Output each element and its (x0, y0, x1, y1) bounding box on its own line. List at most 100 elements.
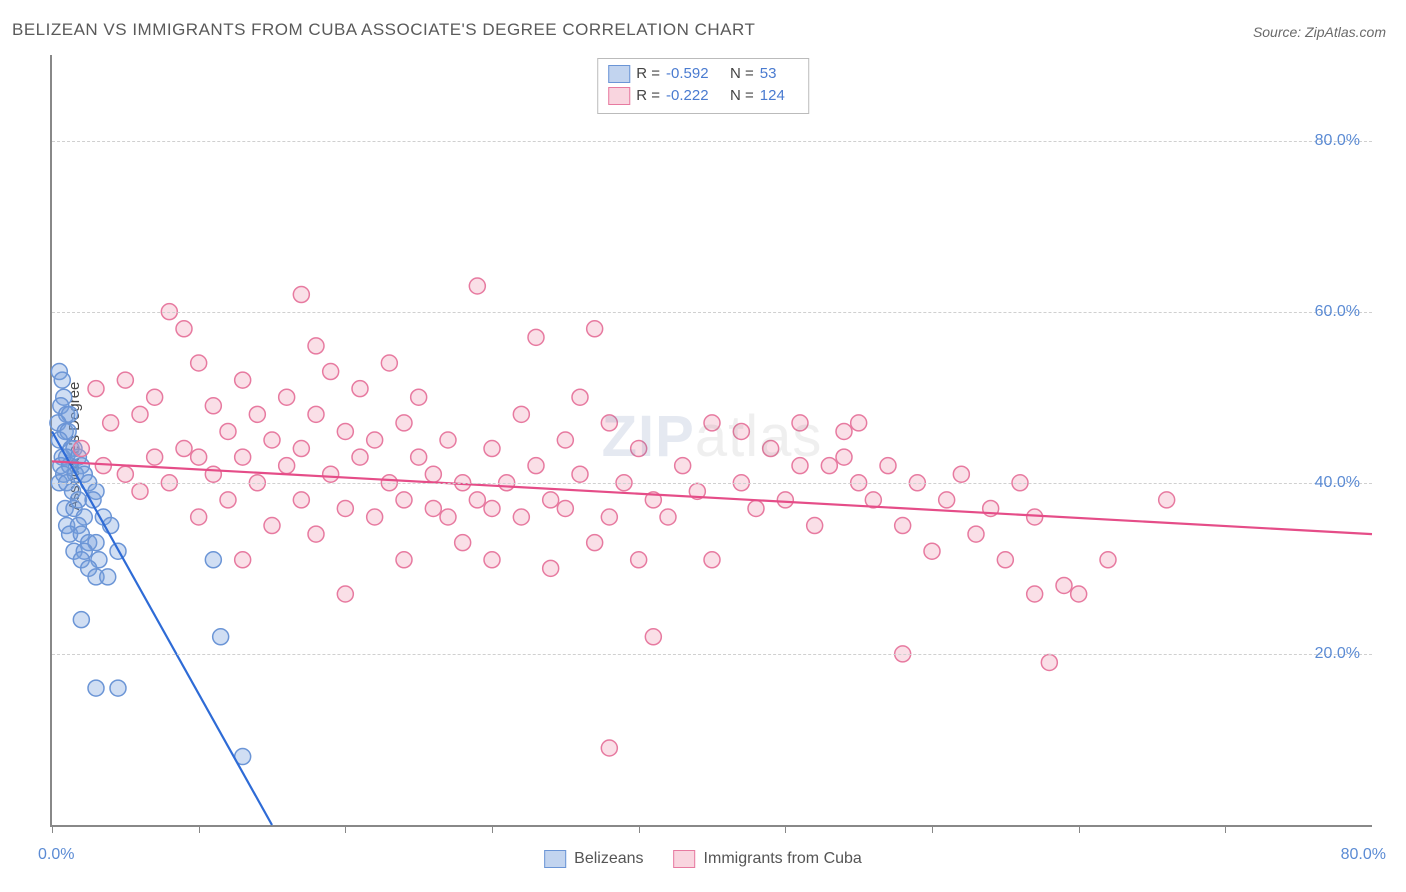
data-point (367, 432, 383, 448)
data-point (748, 500, 764, 516)
data-point (601, 415, 617, 431)
data-point (704, 552, 720, 568)
data-point (880, 458, 896, 474)
data-point (440, 432, 456, 448)
data-point (176, 321, 192, 337)
data-point (117, 372, 133, 388)
data-point (110, 680, 126, 696)
data-point (440, 509, 456, 525)
data-point (308, 338, 324, 354)
data-point (733, 423, 749, 439)
data-point (645, 629, 661, 645)
data-point (528, 329, 544, 345)
data-point (264, 518, 280, 534)
data-point (1100, 552, 1116, 568)
r-value: -0.592 (666, 63, 724, 85)
correlation-legend: R =-0.592N =53R =-0.222N =124 (597, 58, 809, 114)
chart-title: BELIZEAN VS IMMIGRANTS FROM CUBA ASSOCIA… (12, 20, 755, 40)
data-point (88, 680, 104, 696)
data-point (513, 406, 529, 422)
legend-label: Belizeans (574, 850, 643, 868)
data-point (601, 509, 617, 525)
data-point (939, 492, 955, 508)
data-point (513, 509, 529, 525)
data-point (293, 441, 309, 457)
data-point (381, 355, 397, 371)
gridline (52, 141, 1372, 142)
regression-line (52, 431, 272, 825)
legend-item: Immigrants from Cuba (674, 850, 862, 868)
data-point (411, 389, 427, 405)
x-tick (932, 825, 933, 833)
scatter-chart (52, 55, 1372, 825)
data-point (543, 560, 559, 576)
gridline (52, 312, 1372, 313)
data-point (103, 415, 119, 431)
legend-label: Immigrants from Cuba (704, 850, 862, 868)
gridline (52, 483, 1372, 484)
data-point (572, 466, 588, 482)
data-point (953, 466, 969, 482)
data-point (572, 389, 588, 405)
x-tick (639, 825, 640, 833)
x-tick (1225, 825, 1226, 833)
data-point (308, 526, 324, 542)
data-point (352, 381, 368, 397)
data-point (132, 483, 148, 499)
data-point (851, 415, 867, 431)
n-label: N = (730, 63, 754, 85)
data-point (895, 518, 911, 534)
data-point (191, 509, 207, 525)
r-label: R = (636, 85, 660, 107)
data-point (176, 441, 192, 457)
x-tick (345, 825, 346, 833)
legend-row: R =-0.222N =124 (608, 85, 794, 107)
data-point (601, 740, 617, 756)
data-point (528, 458, 544, 474)
data-point (191, 355, 207, 371)
data-point (1041, 654, 1057, 670)
data-point (777, 492, 793, 508)
data-point (557, 432, 573, 448)
data-point (1027, 509, 1043, 525)
data-point (235, 372, 251, 388)
legend-swatch (608, 65, 630, 83)
data-point (352, 449, 368, 465)
data-point (213, 629, 229, 645)
data-point (396, 415, 412, 431)
plot-area: ZIPatlas 20.0%40.0%60.0%80.0% (50, 55, 1372, 827)
legend-swatch (674, 850, 696, 868)
data-point (836, 423, 852, 439)
data-point (763, 441, 779, 457)
r-value: -0.222 (666, 85, 724, 107)
legend-row: R =-0.592N =53 (608, 63, 794, 85)
data-point (469, 278, 485, 294)
y-tick-label: 80.0% (1315, 132, 1360, 150)
data-point (132, 406, 148, 422)
data-point (323, 364, 339, 380)
data-point (100, 569, 116, 585)
data-point (205, 466, 221, 482)
legend-swatch (608, 87, 630, 105)
data-point (1056, 577, 1072, 593)
data-point (411, 449, 427, 465)
data-point (396, 552, 412, 568)
data-point (293, 492, 309, 508)
data-point (924, 543, 940, 559)
data-point (587, 535, 603, 551)
data-point (587, 321, 603, 337)
data-point (455, 535, 471, 551)
data-point (235, 449, 251, 465)
data-point (323, 466, 339, 482)
data-point (792, 458, 808, 474)
data-point (484, 552, 500, 568)
legend-swatch (544, 850, 566, 868)
r-label: R = (636, 63, 660, 85)
data-point (220, 492, 236, 508)
x-tick (52, 825, 53, 833)
y-tick-label: 20.0% (1315, 645, 1360, 663)
series-legend: Belizeans Immigrants from Cuba (544, 850, 862, 868)
data-point (660, 509, 676, 525)
data-point (249, 406, 265, 422)
data-point (147, 449, 163, 465)
